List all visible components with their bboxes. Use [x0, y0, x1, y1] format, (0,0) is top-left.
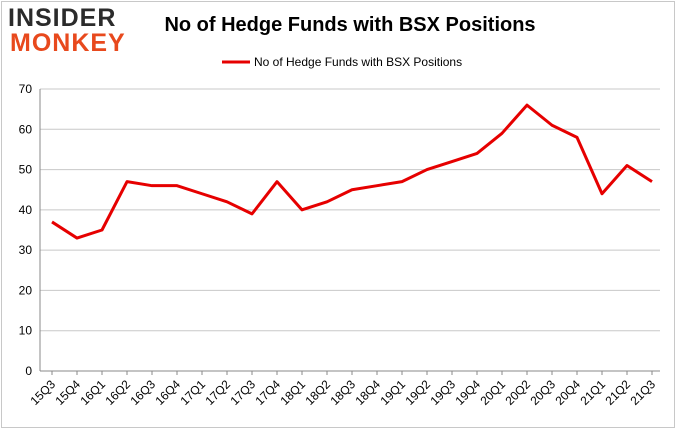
x-tick-label: 17Q4: [252, 377, 283, 408]
series-line: [51, 103, 653, 240]
logo-text-bottom: MONKEY: [10, 29, 126, 57]
x-tick-label: 18Q2: [302, 377, 333, 408]
x-tick-label: 18Q1: [277, 377, 308, 408]
y-tick-label: 30: [19, 243, 33, 257]
x-tick-label: 20Q1: [477, 377, 508, 408]
x-tick-label: 17Q3: [227, 377, 258, 408]
x-tick-label: 20Q3: [527, 377, 558, 408]
y-tick-label: 10: [19, 324, 33, 338]
legend-label: No of Hedge Funds with BSX Positions: [254, 55, 462, 69]
logo-text-top: INSIDER: [8, 4, 117, 32]
x-tick-label: 15Q4: [52, 377, 83, 408]
x-tick-label: 19Q3: [427, 377, 458, 408]
y-tick-label: 60: [19, 122, 33, 136]
x-tick-label: 21Q1: [577, 377, 608, 408]
x-tick-label: 16Q1: [77, 377, 108, 408]
y-tick-label: 40: [19, 203, 33, 217]
x-tick-label: 18Q4: [352, 377, 383, 408]
x-tick-label: 20Q4: [552, 377, 583, 408]
y-tick-label: 50: [19, 163, 33, 177]
x-tick-label: 20Q2: [502, 377, 533, 408]
x-tick-label: 18Q3: [327, 377, 358, 408]
y-tick-label: 0: [25, 364, 32, 378]
x-tick-label: 19Q1: [377, 377, 408, 408]
x-tick-label: 15Q3: [27, 377, 58, 408]
x-tick-label: 16Q2: [102, 377, 133, 408]
insider-monkey-logo: INSIDER MONKEY: [8, 4, 128, 56]
x-tick-label: 16Q4: [152, 377, 183, 408]
x-tick-label: 19Q4: [452, 377, 483, 408]
x-tick-label: 21Q2: [602, 377, 633, 408]
y-tick-label: 20: [19, 283, 33, 297]
y-tick-label: 70: [19, 82, 33, 96]
x-tick-label: 21Q3: [627, 377, 658, 408]
x-tick-label: 17Q1: [177, 377, 208, 408]
x-tick-label: 16Q3: [127, 377, 158, 408]
x-tick-label: 19Q2: [402, 377, 433, 408]
x-tick-label: 17Q2: [202, 377, 233, 408]
chart-title: No of Hedge Funds with BSX Positions: [164, 14, 536, 36]
